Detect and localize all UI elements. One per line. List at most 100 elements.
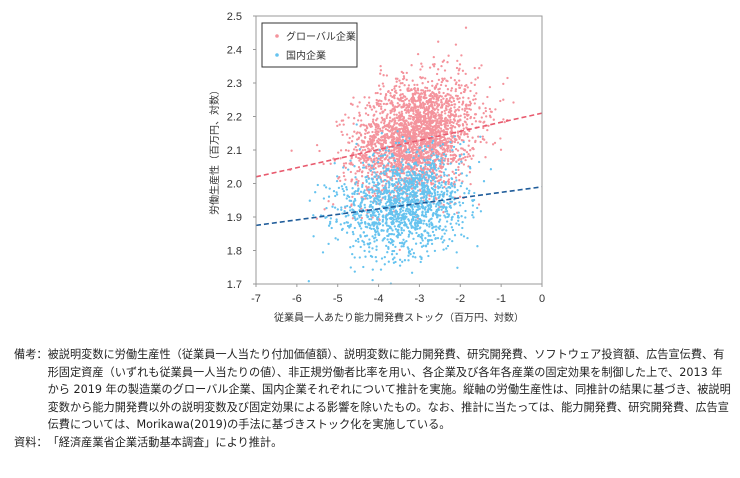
point-global <box>443 77 446 80</box>
point-domestic <box>396 130 399 133</box>
point-global <box>413 83 416 87</box>
point-domestic <box>431 224 434 227</box>
point-global <box>487 124 490 128</box>
point-domestic <box>433 176 437 179</box>
point-global <box>492 118 495 121</box>
point-domestic <box>325 206 328 210</box>
point-global <box>460 147 463 150</box>
point-domestic <box>382 171 385 174</box>
point-global <box>484 106 487 110</box>
x-tick-label: -5 <box>333 293 343 305</box>
point-global <box>341 133 344 137</box>
point-domestic <box>337 186 341 190</box>
point-global <box>408 114 411 117</box>
point-domestic <box>363 234 367 238</box>
point-domestic <box>419 260 422 264</box>
point-global <box>402 102 406 105</box>
point-domestic <box>407 196 410 199</box>
point-global <box>433 104 436 107</box>
point-domestic <box>335 220 338 223</box>
point-global <box>395 80 398 83</box>
point-global <box>469 89 472 93</box>
point-domestic <box>368 217 371 221</box>
point-global <box>464 155 467 159</box>
point-domestic <box>439 201 442 204</box>
point-global <box>435 98 438 101</box>
point-domestic <box>391 189 394 193</box>
point-global <box>396 160 399 163</box>
point-domestic <box>394 228 398 231</box>
point-domestic <box>467 192 470 195</box>
point-domestic <box>482 180 486 183</box>
point-global <box>430 116 433 119</box>
point-domestic <box>461 220 464 224</box>
point-global <box>467 97 470 100</box>
point-global <box>408 167 411 171</box>
point-global <box>434 114 438 118</box>
point-domestic <box>388 217 391 220</box>
point-global <box>360 171 364 174</box>
point-global <box>412 143 415 146</box>
point-domestic <box>346 204 349 208</box>
point-global <box>448 108 451 111</box>
point-domestic <box>427 234 430 237</box>
point-global <box>395 113 398 116</box>
point-global <box>418 95 421 98</box>
point-domestic <box>353 226 356 230</box>
point-global <box>407 123 410 127</box>
point-global <box>389 178 392 181</box>
point-domestic <box>368 223 371 226</box>
point-domestic <box>380 180 383 183</box>
point-global <box>453 118 456 121</box>
point-domestic <box>425 222 428 226</box>
point-domestic <box>381 220 384 223</box>
point-global <box>339 179 342 183</box>
point-global <box>383 118 386 121</box>
point-global <box>405 71 408 75</box>
point-domestic <box>463 192 466 195</box>
point-global <box>290 149 293 152</box>
point-global <box>462 163 466 166</box>
point-domestic <box>363 206 367 209</box>
point-domestic <box>426 242 429 246</box>
point-domestic <box>403 180 406 183</box>
point-domestic <box>387 240 391 244</box>
legend-marker-global <box>275 34 279 38</box>
point-domestic <box>471 213 474 217</box>
point-global <box>440 64 443 68</box>
point-domestic <box>459 204 462 207</box>
point-domestic <box>411 225 414 228</box>
point-domestic <box>438 218 442 221</box>
point-domestic <box>382 186 385 190</box>
point-global <box>366 144 369 147</box>
point-global <box>354 145 357 149</box>
point-global <box>413 116 416 119</box>
point-global <box>379 72 382 75</box>
point-global <box>446 61 449 64</box>
point-global <box>435 72 439 76</box>
point-global <box>374 91 377 95</box>
point-domestic <box>329 220 332 224</box>
point-global <box>384 133 388 136</box>
point-global <box>409 117 412 120</box>
point-domestic <box>325 215 328 219</box>
point-global <box>380 121 383 124</box>
point-domestic <box>384 214 388 218</box>
point-domestic <box>355 123 358 126</box>
point-domestic <box>353 270 356 273</box>
point-domestic <box>354 239 358 242</box>
point-global <box>433 63 436 66</box>
trend-line-global <box>255 112 543 178</box>
point-domestic <box>376 216 379 219</box>
point-global <box>473 94 476 97</box>
point-domestic <box>388 189 391 192</box>
point-global <box>482 112 485 115</box>
point-global <box>457 100 461 104</box>
point-domestic <box>404 209 407 213</box>
point-domestic <box>410 198 414 201</box>
point-domestic <box>359 203 362 206</box>
point-global <box>376 170 379 174</box>
point-global <box>376 139 379 142</box>
point-domestic <box>479 135 482 138</box>
point-global <box>359 134 363 137</box>
